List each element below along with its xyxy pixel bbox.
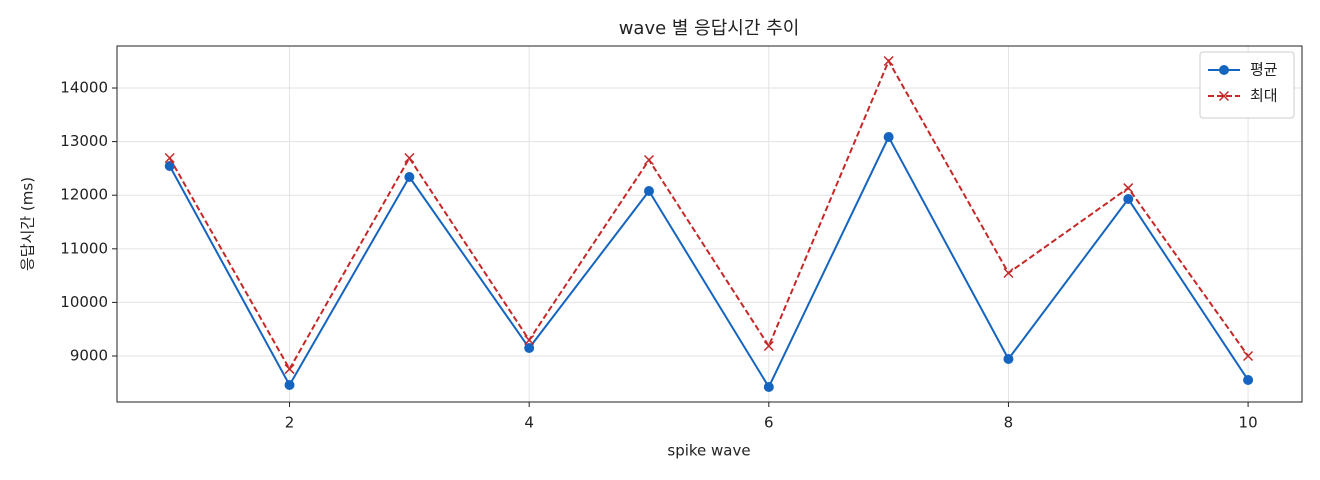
chart-title: wave 별 응답시간 추이 — [619, 18, 800, 39]
x-tick-label: 6 — [764, 414, 774, 432]
x-tick-label: 8 — [1004, 414, 1014, 432]
y-tick-label: 11000 — [60, 239, 108, 257]
data-point — [643, 154, 655, 166]
data-point — [284, 364, 295, 375]
data-point — [643, 186, 654, 197]
y-tick-label: 13000 — [60, 132, 108, 150]
data-point — [763, 381, 774, 392]
x-axis-label: spike wave — [667, 442, 750, 460]
legend-label: 평균 — [1250, 61, 1278, 79]
legend-label: 최대 — [1250, 87, 1278, 105]
data-point — [1003, 354, 1014, 365]
y-tick-label: 9000 — [70, 347, 108, 365]
data-point — [1123, 183, 1134, 194]
data-point — [1003, 267, 1014, 279]
x-tick-label: 2 — [285, 414, 295, 432]
data-point — [1243, 350, 1254, 362]
data-point — [524, 343, 535, 354]
legend-marker — [1219, 65, 1229, 75]
data-point — [164, 152, 175, 164]
x-tick-label: 4 — [524, 414, 534, 432]
data-point — [1123, 194, 1134, 205]
series-line — [168, 134, 1249, 390]
data-point — [883, 55, 894, 67]
y-tick-label: 10000 — [60, 293, 108, 311]
legend-box — [1199, 51, 1295, 119]
data-point — [1243, 375, 1254, 386]
x-tick-label: 10 — [1239, 414, 1258, 432]
plot-frame — [116, 45, 1303, 403]
legend-marker — [1218, 90, 1230, 102]
data-point — [164, 161, 175, 172]
data-point — [763, 340, 774, 352]
data-point — [883, 132, 894, 143]
y-axis-label: 응답시간 (ms) — [19, 177, 37, 271]
y-tick-label: 12000 — [60, 186, 108, 204]
y-tick-label: 14000 — [60, 79, 108, 97]
series-line — [168, 58, 1249, 372]
data-point — [524, 335, 535, 346]
data-point — [284, 380, 295, 391]
data-point — [404, 171, 415, 182]
data-point — [404, 152, 415, 164]
